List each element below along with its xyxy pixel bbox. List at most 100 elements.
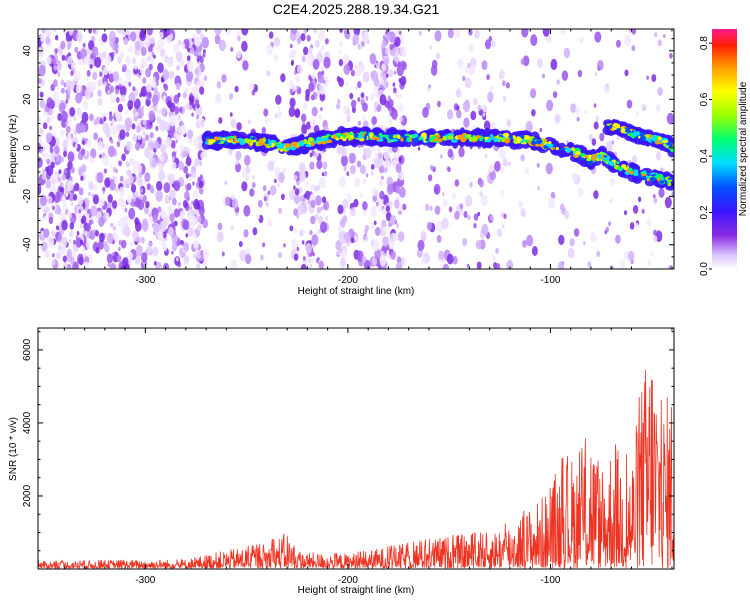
noise-speckle <box>635 111 640 117</box>
noise-speckle <box>98 216 105 227</box>
snr-series <box>38 369 674 569</box>
noise-speckle <box>362 178 367 185</box>
noise-speckle <box>193 158 200 168</box>
noise-speckle <box>111 124 118 136</box>
noise-speckle <box>430 64 438 76</box>
noise-speckle <box>39 91 44 98</box>
noise-speckle <box>97 89 102 97</box>
noise-speckle <box>481 60 488 70</box>
ridge-core <box>493 138 497 143</box>
noise-speckle <box>454 179 460 187</box>
noise-speckle <box>107 262 111 267</box>
noise-speckle <box>73 239 76 245</box>
noise-speckle <box>374 249 381 260</box>
noise-speckle <box>91 46 99 57</box>
noise-speckle <box>376 104 382 112</box>
noise-speckle <box>619 259 626 269</box>
noise-speckle <box>434 205 441 215</box>
noise-speckle <box>345 82 349 87</box>
noise-speckle <box>268 31 274 39</box>
noise-speckle <box>558 234 565 245</box>
noise-speckle <box>135 221 142 232</box>
noise-speckle <box>382 236 389 247</box>
noise-speckle <box>99 197 105 207</box>
noise-speckle <box>107 145 116 158</box>
ridge-core <box>429 138 434 142</box>
noise-speckle <box>306 121 311 130</box>
noise-speckle <box>50 161 55 169</box>
noise-speckle <box>166 57 174 68</box>
ridge-core <box>649 134 653 139</box>
noise-speckle <box>624 34 631 47</box>
noise-speckle <box>182 219 190 231</box>
noise-speckle <box>658 187 665 198</box>
noise-speckle <box>351 106 356 114</box>
noise-speckle <box>338 225 343 233</box>
noise-speckle <box>140 46 147 56</box>
noise-speckle <box>442 263 450 269</box>
noise-speckle <box>653 194 656 199</box>
noise-speckle <box>632 205 639 214</box>
noise-speckle <box>370 92 375 101</box>
noise-speckle <box>57 244 62 251</box>
noise-speckle <box>167 204 174 215</box>
noise-speckle <box>437 100 441 108</box>
noise-speckle <box>117 220 121 227</box>
noise-speckle <box>151 79 157 89</box>
noise-speckle <box>337 204 344 215</box>
noise-speckle <box>624 69 629 77</box>
noise-speckle <box>293 174 298 181</box>
noise-speckle <box>218 117 223 124</box>
noise-speckle <box>81 215 87 224</box>
noise-speckle <box>90 205 98 217</box>
noise-speckle <box>182 200 188 208</box>
noise-speckle <box>135 111 139 117</box>
noise-speckle <box>191 86 199 98</box>
ridge-core <box>406 136 410 142</box>
noise-speckle <box>114 37 119 44</box>
noise-speckle <box>68 238 72 244</box>
noise-speckle <box>46 207 50 213</box>
noise-speckle <box>94 56 102 68</box>
noise-speckle <box>531 109 536 117</box>
noise-speckle <box>174 220 178 227</box>
noise-speckle <box>264 116 270 125</box>
noise-speckle <box>176 257 179 262</box>
noise-speckle <box>294 194 300 205</box>
noise-speckle <box>280 193 285 201</box>
noise-speckle <box>126 195 132 204</box>
noise-speckle <box>262 185 267 192</box>
noise-speckle <box>78 187 84 196</box>
noise-speckle <box>298 162 306 174</box>
noise-speckle <box>364 259 371 269</box>
noise-speckle <box>41 231 44 236</box>
noise-speckle <box>99 154 102 159</box>
ridge-core <box>512 135 516 140</box>
noise-speckle <box>82 100 89 110</box>
noise-speckle <box>309 118 316 128</box>
noise-speckle <box>325 215 329 221</box>
noise-speckle <box>48 216 54 225</box>
noise-speckle <box>438 250 445 260</box>
noise-speckle <box>92 194 99 205</box>
noise-speckle <box>239 249 247 261</box>
noise-speckle <box>249 81 255 91</box>
ridge-core <box>637 174 642 178</box>
noise-speckle <box>157 206 162 213</box>
noise-speckle <box>313 185 318 192</box>
spectrogram-y-label: Frequency (Hz) <box>8 115 19 184</box>
noise-speckle <box>127 47 131 53</box>
noise-speckle <box>86 231 91 239</box>
noise-speckle <box>106 232 114 245</box>
noise-speckle <box>646 218 652 227</box>
noise-speckle <box>307 258 312 264</box>
noise-speckle <box>158 38 165 49</box>
noise-speckle <box>503 213 507 219</box>
noise-speckle <box>54 48 58 54</box>
noise-speckle <box>318 114 323 120</box>
noise-speckle <box>76 108 83 118</box>
ridge-core <box>250 142 254 146</box>
noise-speckle <box>305 180 309 187</box>
noise-speckle <box>140 86 148 97</box>
noise-speckle <box>179 210 186 219</box>
